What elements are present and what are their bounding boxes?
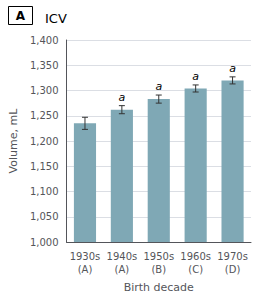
svg-text:1,000: 1,000	[30, 237, 59, 248]
svg-text:1,250: 1,250	[30, 110, 59, 121]
svg-text:A: A	[16, 9, 26, 23]
svg-text:ICV: ICV	[45, 11, 67, 26]
svg-text:1940s: 1940s	[107, 251, 138, 262]
svg-text:a: a	[118, 91, 125, 104]
svg-text:Volume, mL: Volume, mL	[7, 108, 20, 174]
svg-text:(A): (A)	[78, 264, 93, 275]
svg-text:(D): (D)	[225, 264, 241, 275]
svg-text:1,350: 1,350	[30, 60, 59, 71]
svg-text:1,050: 1,050	[30, 211, 59, 222]
svg-text:(C): (C)	[188, 264, 203, 275]
svg-text:(B): (B)	[151, 264, 166, 275]
svg-text:Birth decade: Birth decade	[124, 281, 194, 294]
svg-text:a: a	[192, 70, 199, 83]
svg-text:a: a	[155, 80, 162, 93]
svg-text:1,200: 1,200	[30, 136, 59, 147]
svg-text:1950s: 1950s	[143, 251, 174, 262]
svg-text:1960s: 1960s	[180, 251, 211, 262]
svg-text:1,150: 1,150	[30, 161, 59, 172]
svg-text:(A): (A)	[115, 264, 130, 275]
svg-text:1930s: 1930s	[70, 251, 101, 262]
svg-text:1,100: 1,100	[30, 186, 59, 197]
svg-text:1970s: 1970s	[217, 251, 248, 262]
svg-text:1,300: 1,300	[30, 85, 59, 96]
svg-text:1,400: 1,400	[30, 35, 59, 46]
svg-text:a: a	[229, 62, 236, 75]
